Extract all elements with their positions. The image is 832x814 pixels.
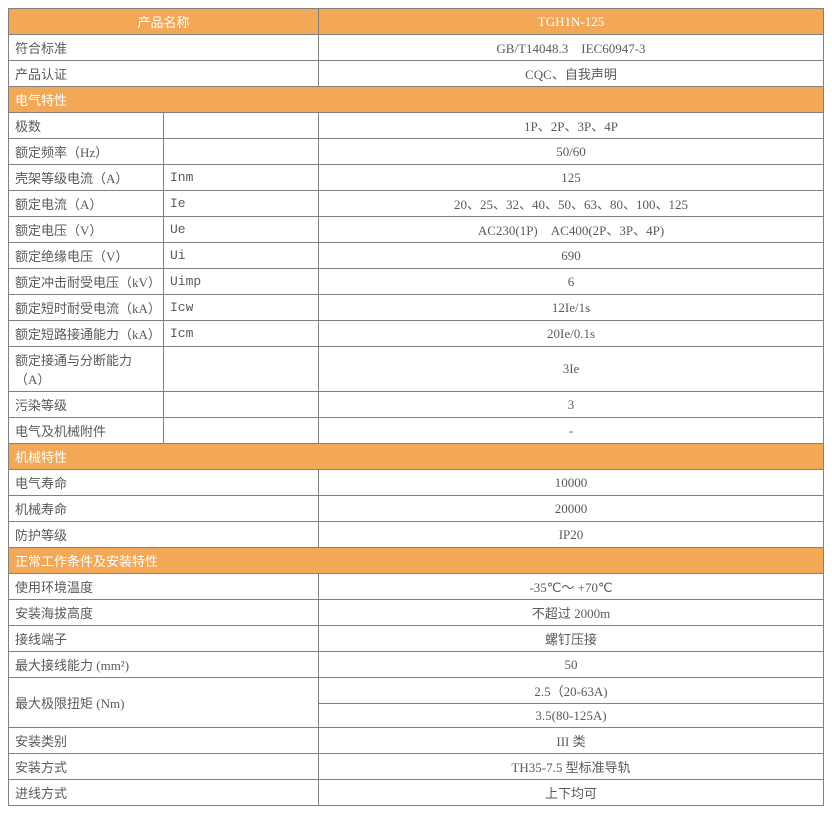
row-label: 机械寿命 <box>9 496 319 522</box>
row-value: 6 <box>319 269 824 295</box>
row-value: 20、25、32、40、50、63、80、100、125 <box>319 191 824 217</box>
table-row: 额定短路接通能力（kA）Icm20Ie/0.1s <box>9 321 824 347</box>
row-label: 进线方式 <box>9 780 319 806</box>
row-sublabel <box>164 418 319 444</box>
section-header: 机械特性 <box>9 444 824 470</box>
row-sublabel: Icm <box>164 321 319 347</box>
row-sublabel <box>164 347 319 392</box>
row-sublabel: Icw <box>164 295 319 321</box>
row-sublabel: Ie <box>164 191 319 217</box>
top-row: 符合标准 GB/T14048.3 IEC60947-3 <box>9 35 824 61</box>
row-label: 电气寿命 <box>9 470 319 496</box>
header-row: 产品名称 TGH1N-125 <box>9 9 824 35</box>
section-title: 电气特性 <box>9 87 824 113</box>
row-value: 螺钉压接 <box>319 626 824 652</box>
row-sublabel: Uimp <box>164 269 319 295</box>
header-model: TGH1N-125 <box>319 9 824 35</box>
row-label: 额定短时耐受电流（kA） <box>9 295 164 321</box>
row-label: 电气及机械附件 <box>9 418 164 444</box>
section-title: 正常工作条件及安装特性 <box>9 548 824 574</box>
table-row: 电气及机械附件 - <box>9 418 824 444</box>
row-label: 符合标准 <box>9 35 319 61</box>
row-label: 产品认证 <box>9 61 319 87</box>
table-row: 机械寿命20000 <box>9 496 824 522</box>
row-label: 额定冲击耐受电压（kV） <box>9 269 164 295</box>
row-value: CQC、自我声明 <box>319 61 824 87</box>
row-label: 最大接线能力 (mm²) <box>9 652 319 678</box>
row-value: 10000 <box>319 470 824 496</box>
row-value: 20000 <box>319 496 824 522</box>
row-value: 3 <box>319 392 824 418</box>
row-label: 额定短路接通能力（kA） <box>9 321 164 347</box>
row-label: 极数 <box>9 113 164 139</box>
table-row: 最大接线能力 (mm²)50 <box>9 652 824 678</box>
row-value: -35℃～ +70℃ <box>319 574 824 600</box>
row-value: AC230(1P) AC400(2P、3P、4P) <box>319 217 824 243</box>
row-value: 690 <box>319 243 824 269</box>
table-row: 额定绝缘电压（V）Ui690 <box>9 243 824 269</box>
row-label: 额定电流（A） <box>9 191 164 217</box>
table-row: 额定频率（Hz） 50/60 <box>9 139 824 165</box>
table-row: 额定冲击耐受电压（kV）Uimp6 <box>9 269 824 295</box>
table-row: 使用环境温度-35℃～ +70℃ <box>9 574 824 600</box>
row-label: 壳架等级电流（A） <box>9 165 164 191</box>
row-sublabel: Ue <box>164 217 319 243</box>
table-row: 额定电流（A）Ie20、25、32、40、50、63、80、100、125 <box>9 191 824 217</box>
table-row: 极数 1P、2P、3P、4P <box>9 113 824 139</box>
table-row: 最大极限扭矩 (Nm) 2.5（20-63A) <box>9 678 824 704</box>
row-label: 安装海拔高度 <box>9 600 319 626</box>
top-row: 产品认证 CQC、自我声明 <box>9 61 824 87</box>
section-header: 正常工作条件及安装特性 <box>9 548 824 574</box>
table-row: 电气寿命10000 <box>9 470 824 496</box>
row-value: 1P、2P、3P、4P <box>319 113 824 139</box>
table-row: 额定接通与分断能力（A） 3Ie <box>9 347 824 392</box>
table-row: 接线端子螺钉压接 <box>9 626 824 652</box>
row-label: 污染等级 <box>9 392 164 418</box>
row-label: 使用环境温度 <box>9 574 319 600</box>
row-value: 3.5(80-125A) <box>319 704 824 728</box>
row-value: 50/60 <box>319 139 824 165</box>
table-row: 额定电压（V）UeAC230(1P) AC400(2P、3P、4P) <box>9 217 824 243</box>
header-name-label: 产品名称 <box>9 9 319 35</box>
row-label: 接线端子 <box>9 626 319 652</box>
row-value: TH35-7.5 型标准导轨 <box>319 754 824 780</box>
row-value: 125 <box>319 165 824 191</box>
row-value: 不超过 2000m <box>319 600 824 626</box>
row-label: 安装类别 <box>9 728 319 754</box>
row-label: 额定绝缘电压（V） <box>9 243 164 269</box>
table-row: 安装方式TH35-7.5 型标准导轨 <box>9 754 824 780</box>
row-label: 额定接通与分断能力（A） <box>9 347 164 392</box>
row-sublabel <box>164 139 319 165</box>
table-row: 安装类别III 类 <box>9 728 824 754</box>
table-row: 壳架等级电流（A）Inm125 <box>9 165 824 191</box>
spec-table: 产品名称 TGH1N-125 符合标准 GB/T14048.3 IEC60947… <box>8 8 824 806</box>
row-value: 3Ie <box>319 347 824 392</box>
table-row: 额定短时耐受电流（kA）Icw12Ie/1s <box>9 295 824 321</box>
row-value: 2.5（20-63A) <box>319 678 824 704</box>
row-label: 额定频率（Hz） <box>9 139 164 165</box>
row-value: 12Ie/1s <box>319 295 824 321</box>
row-label: 最大极限扭矩 (Nm) <box>9 678 319 728</box>
row-label: 安装方式 <box>9 754 319 780</box>
row-sublabel <box>164 392 319 418</box>
row-value: IP20 <box>319 522 824 548</box>
row-value: GB/T14048.3 IEC60947-3 <box>319 35 824 61</box>
section-header: 电气特性 <box>9 87 824 113</box>
row-label: 额定电压（V） <box>9 217 164 243</box>
row-label: 防护等级 <box>9 522 319 548</box>
section-title: 机械特性 <box>9 444 824 470</box>
table-row: 防护等级IP20 <box>9 522 824 548</box>
row-sublabel: Ui <box>164 243 319 269</box>
row-sublabel <box>164 113 319 139</box>
row-sublabel: Inm <box>164 165 319 191</box>
row-value: III 类 <box>319 728 824 754</box>
table-row: 污染等级 3 <box>9 392 824 418</box>
table-row: 进线方式上下均可 <box>9 780 824 806</box>
row-value: 50 <box>319 652 824 678</box>
row-value: 20Ie/0.1s <box>319 321 824 347</box>
table-row: 安装海拔高度不超过 2000m <box>9 600 824 626</box>
row-value: - <box>319 418 824 444</box>
row-value: 上下均可 <box>319 780 824 806</box>
